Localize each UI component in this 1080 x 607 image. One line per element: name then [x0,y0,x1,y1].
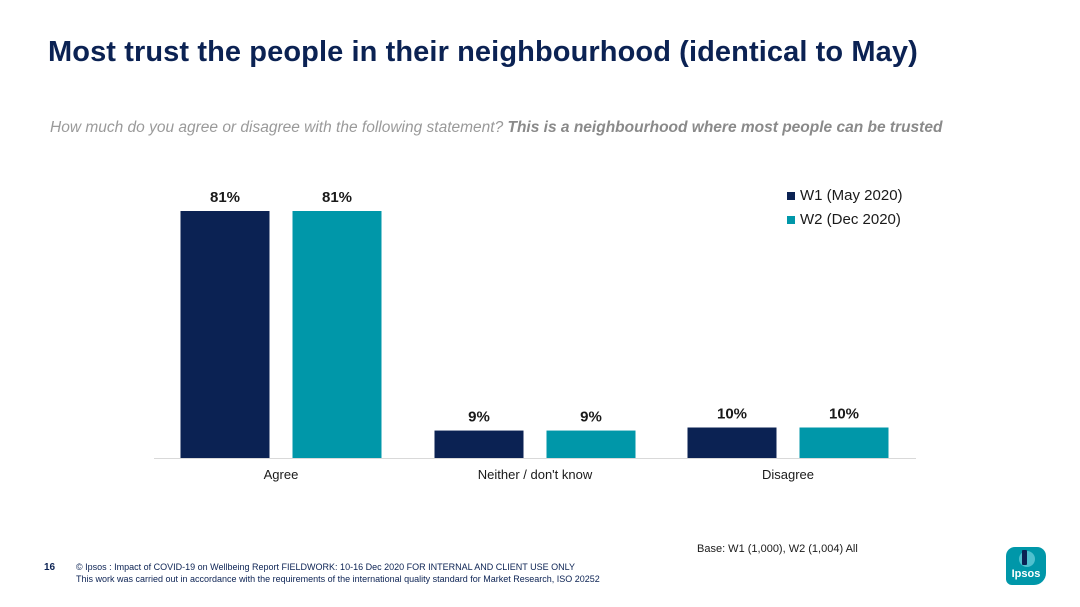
data-label-w1-2: 10% [717,406,747,423]
legend-swatch-w1 [787,192,795,200]
data-label-w2-0: 81% [322,189,352,206]
legend-item-w1: W1 (May 2020) [787,184,903,208]
legend-label-w1: W1 (May 2020) [800,187,903,204]
logo-text: Ipsos [1011,568,1041,580]
logo-bar [1022,550,1027,565]
ipsos-logo: Ipsos [1006,547,1046,585]
data-label-w2-1: 9% [580,409,602,426]
subtitle-statement: This is a neighbourhood where most peopl… [507,119,943,136]
bar-w2-2 [799,427,889,458]
bar-w1-1 [434,430,524,458]
bar-w1-2 [687,427,777,458]
legend-swatch-w2 [787,216,795,224]
slide-subtitle: How much do you agree or disagree with t… [50,119,1050,137]
data-label-w1-0: 81% [210,189,240,206]
category-label-0: Agree [264,467,299,482]
data-label-w2-2: 10% [829,406,859,423]
legend-label-w2: W2 (Dec 2020) [800,211,901,228]
data-label-w1-1: 9% [468,409,490,426]
footer-copyright: © Ipsos : Impact of COVID-19 on Wellbein… [76,562,575,572]
base-note: Base: W1 (1,000), W2 (1,004) All [697,543,858,555]
bar-w1-0 [180,211,270,458]
category-label-1: Neither / don't know [478,467,593,482]
bar-w2-0 [292,211,382,458]
page-number: 16 [44,562,56,573]
slide-title: Most trust the people in their neighbour… [48,36,918,68]
footer-iso-note: This work was carried out in accordance … [76,574,600,584]
category-label-2: Disagree [762,467,814,482]
legend-item-w2: W2 (Dec 2020) [787,208,903,232]
subtitle-question: How much do you agree or disagree with t… [50,119,508,136]
bar-w2-1 [546,430,636,458]
chart-legend: W1 (May 2020) W2 (Dec 2020) [787,184,903,232]
footer-text: © Ipsos : Impact of COVID-19 on Wellbein… [76,561,600,585]
